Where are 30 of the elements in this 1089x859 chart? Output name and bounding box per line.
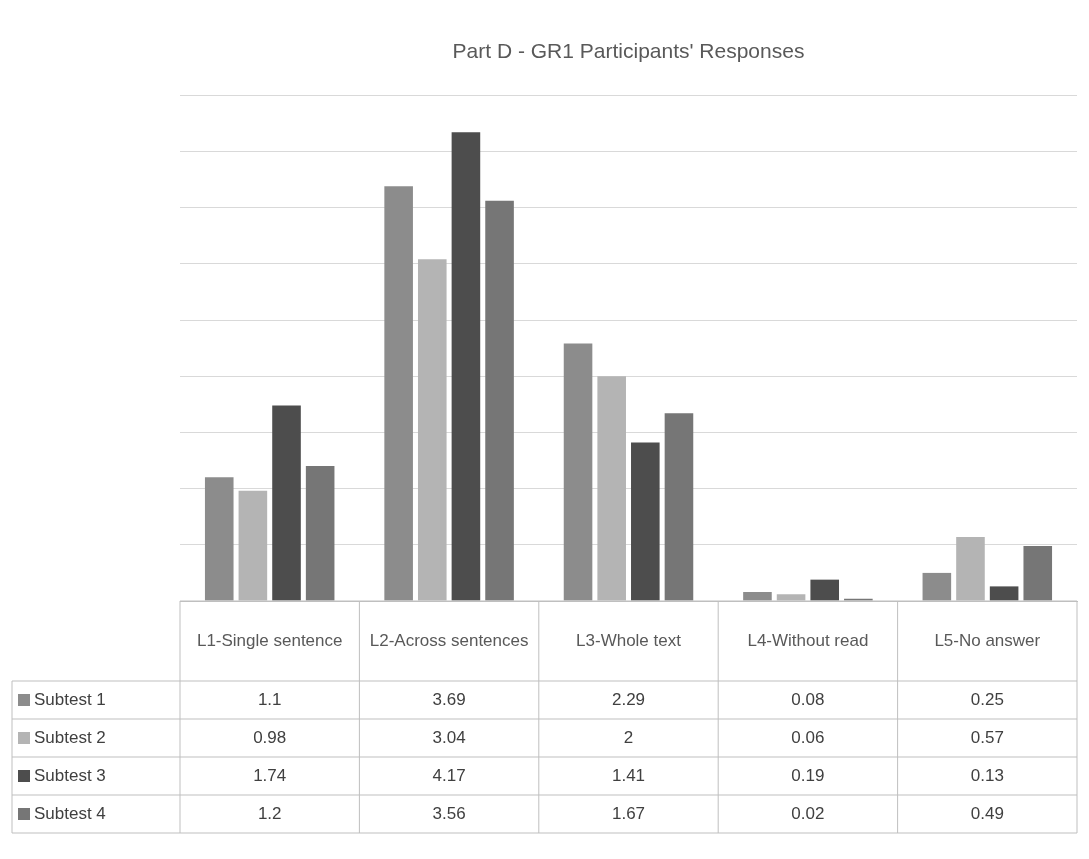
x-tick-label: L4-Without read <box>747 630 869 650</box>
data-label: 2 <box>623 727 634 747</box>
data-label: 0.57 <box>970 727 1004 747</box>
legend-label: Subtest 3 <box>34 765 106 785</box>
data-label: 1.2 <box>257 803 282 823</box>
data-label: 0.49 <box>970 803 1004 823</box>
data-label: 3.69 <box>432 689 466 709</box>
legend-label: Subtest 4 <box>34 803 106 823</box>
data-label: 1.41 <box>611 765 646 785</box>
data-label: 3.04 <box>432 727 466 747</box>
data-label: 1.1 <box>257 689 282 709</box>
data-label: 3.56 <box>432 803 466 823</box>
x-tick-label: L1-Single sentence <box>196 630 343 650</box>
data-label: 2.29 <box>611 689 646 709</box>
legend-label: Subtest 2 <box>34 727 106 747</box>
legend-label: Subtest 1 <box>34 689 106 709</box>
x-tick-label: L3-Whole text <box>576 630 682 650</box>
data-label: 4.17 <box>432 765 466 785</box>
data-label: 0.06 <box>791 727 825 747</box>
x-tick-label: L5-No answer <box>934 630 1041 650</box>
data-label: 0.98 <box>253 727 287 747</box>
data-label: 1.67 <box>611 803 646 823</box>
data-label: 0.13 <box>970 765 1004 785</box>
data-label: 0.08 <box>791 689 825 709</box>
data-label: 0.25 <box>970 689 1004 709</box>
data-label: 0.02 <box>791 803 825 823</box>
chart-title: Part D - GR1 Participants' Responses <box>452 39 805 63</box>
data-label: 0.19 <box>791 765 825 785</box>
data-label: 1.74 <box>253 765 287 785</box>
x-tick-label: L2-Across sentences <box>369 630 529 650</box>
